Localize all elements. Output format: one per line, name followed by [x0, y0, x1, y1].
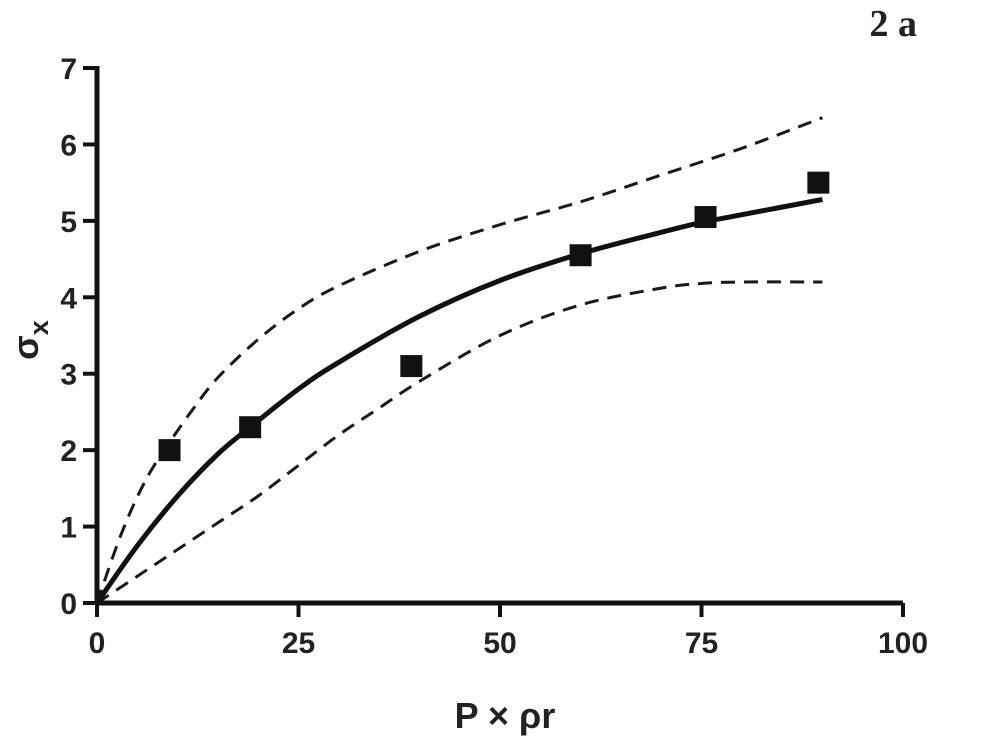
fit-curve: [94, 197, 823, 605]
confidence-band-upper: [95, 116, 823, 604]
y-tick-label: 5: [60, 206, 77, 239]
y-tick-label: 4: [60, 282, 77, 315]
axes-layer: 0 25 50 75 100 0 1 2 3 4 5 6 7: [60, 53, 928, 660]
curves-layer: [94, 116, 823, 605]
x-axis-title: P × ρr: [455, 695, 556, 736]
x-tick-label: 0: [89, 627, 106, 660]
y-tick-label: 0: [60, 588, 77, 621]
data-point: [807, 171, 830, 194]
data-point: [158, 439, 181, 462]
data-point: [694, 206, 717, 229]
x-tick-label: 75: [685, 627, 718, 660]
y-axis-title-sub: x: [24, 320, 54, 335]
y-axis-title: σx: [5, 320, 54, 360]
x-tick-label: 100: [878, 627, 928, 660]
data-point: [239, 416, 262, 439]
confidence-band-lower: [96, 280, 823, 605]
y-axis-title-main: σ: [5, 335, 46, 360]
x-tick-label: 25: [282, 627, 315, 660]
panel-label: 2 a: [870, 3, 918, 45]
y-tick-label: 3: [60, 359, 77, 392]
points-layer: [158, 171, 830, 462]
data-point: [569, 244, 592, 267]
y-tick-label: 1: [60, 512, 77, 545]
y-tick-label: 2: [60, 435, 77, 468]
data-point: [400, 355, 423, 378]
svg-text:σx: σx: [5, 320, 54, 360]
y-tick-label: 7: [60, 53, 77, 86]
y-tick-label: 6: [60, 129, 77, 162]
x-tick-label: 50: [483, 627, 516, 660]
